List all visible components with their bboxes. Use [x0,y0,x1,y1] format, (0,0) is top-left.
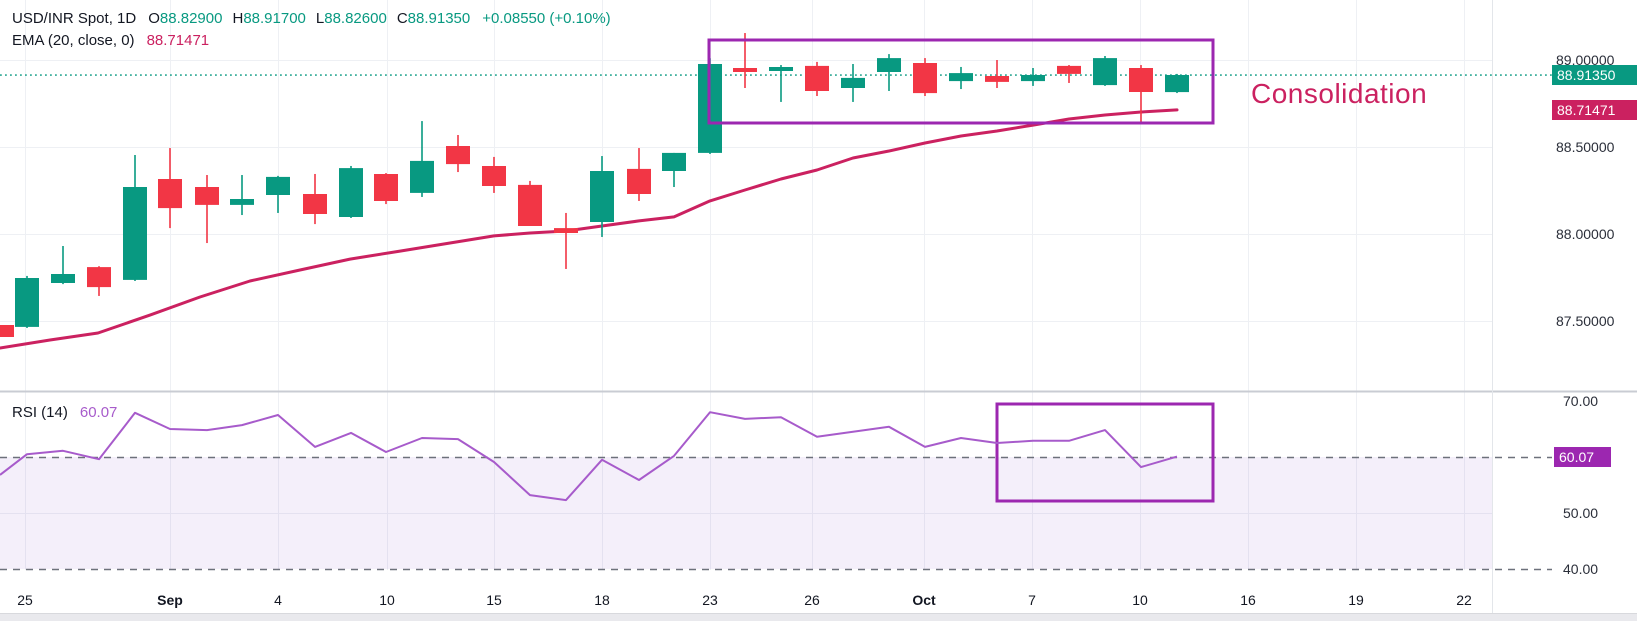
consolidation-annotation[interactable]: Consolidation [1251,78,1428,109]
candle-body [949,73,973,82]
time-tick-label: 19 [1348,592,1364,608]
time-tick-label: Oct [912,592,936,608]
ema-label: EMA (20, close, 0) [12,31,135,49]
candle-body [230,199,254,205]
ohlc-item: H 88.91700 [232,9,306,27]
candle-body [554,228,578,233]
consolidation-box-price[interactable] [707,38,1215,125]
rsi-legend-row[interactable]: RSI (14) 60.07 [12,402,117,422]
time-tick-label: 18 [594,592,610,608]
candle-body [303,194,327,214]
candle-body [410,160,434,193]
symbol-legend-row[interactable]: USD/INR Spot, 1D O 88.82900 H 88.91700 L 88.8… [12,7,611,29]
time-tick-label: 16 [1240,592,1256,608]
price-tick-label: 89.00000 [1556,52,1615,68]
candle-body [1129,68,1153,92]
candle-body [123,187,147,280]
ohlc-item: C 88.91350 [396,9,471,27]
candle-body [1165,75,1189,93]
candle-body [518,184,542,226]
time-tick-label: 25 [17,592,33,608]
time-tick-label: 26 [804,592,820,608]
candle-body [805,65,829,91]
ema-line [0,108,1179,350]
ohlc-item: O 88.82900 [148,9,223,27]
time-tick-label: Sep [157,592,183,608]
consolidation-box-rsi[interactable] [995,402,1215,503]
candle-body [1021,75,1045,82]
time-tick-label: 23 [702,592,718,608]
candle-body [158,179,182,209]
ohlc-item: L 88.82600 [315,9,387,27]
candle-body [0,325,14,337]
time-tick-label: 10 [1132,592,1148,608]
rsi-line [0,411,1178,502]
candle-body [51,274,75,283]
candle-body [195,187,219,205]
rsi-tick-label: 50.00 [1563,505,1599,521]
legend: USD/INR Spot, 1D O 88.82900 H 88.91700 L 88.8… [12,7,611,51]
ohlc-values: O 88.82900 H 88.91700 L 88.82600 C 88.91350 [148,10,470,27]
candle-body [1057,65,1081,74]
candle-body [87,267,111,288]
rsi-value: 60.07 [79,403,118,421]
ema-price-badge: 88.71471 [1552,100,1637,120]
time-tick-label: 4 [274,592,282,608]
candle-body [15,278,39,327]
rsi-tick-label: 40.00 [1563,561,1599,577]
candle-body [266,176,290,195]
rsi-label: RSI (14) [12,403,68,421]
candle-body [841,77,865,88]
bottom-strip [0,614,1637,621]
rsi-value-badge: 60.07 [1554,447,1611,467]
rsi-tick-label: 70.00 [1563,393,1599,409]
candle-body [374,174,398,201]
current-price-badge: 88.91350 [1552,65,1637,85]
candle-body [985,76,1009,82]
candle-body [733,68,757,72]
ema-legend-row[interactable]: EMA (20, close, 0) 88.71471 [12,29,611,51]
candle-body [877,58,901,72]
time-tick-label: 15 [486,592,502,608]
candle-body [769,67,793,71]
price-tick-label: 87.50000 [1556,313,1615,329]
candle-body [913,63,937,94]
change-value: +0.08550 (+0.10%) [482,9,611,27]
candle-body [1093,58,1117,86]
price-tick-label: 88.50000 [1556,139,1615,155]
candle-body [662,152,686,171]
price-tick-label: 88.00000 [1556,226,1615,242]
candle-body [590,171,614,222]
time-tick-label: 22 [1456,592,1472,608]
candle-body [446,146,470,165]
rsi-band-fill [0,457,1492,569]
candle-body [627,168,651,194]
candle-body [482,166,506,186]
time-tick-label: 10 [379,592,395,608]
time-axis[interactable]: 25 Sep 4 10 15 18 23 26 Oct 7 10 16 19 22 [0,575,1637,613]
symbol-title[interactable]: USD/INR Spot, 1D [12,9,137,27]
candle-body [339,168,363,217]
time-tick-label: 7 [1028,592,1036,608]
ema-value: 88.71471 [146,31,210,49]
